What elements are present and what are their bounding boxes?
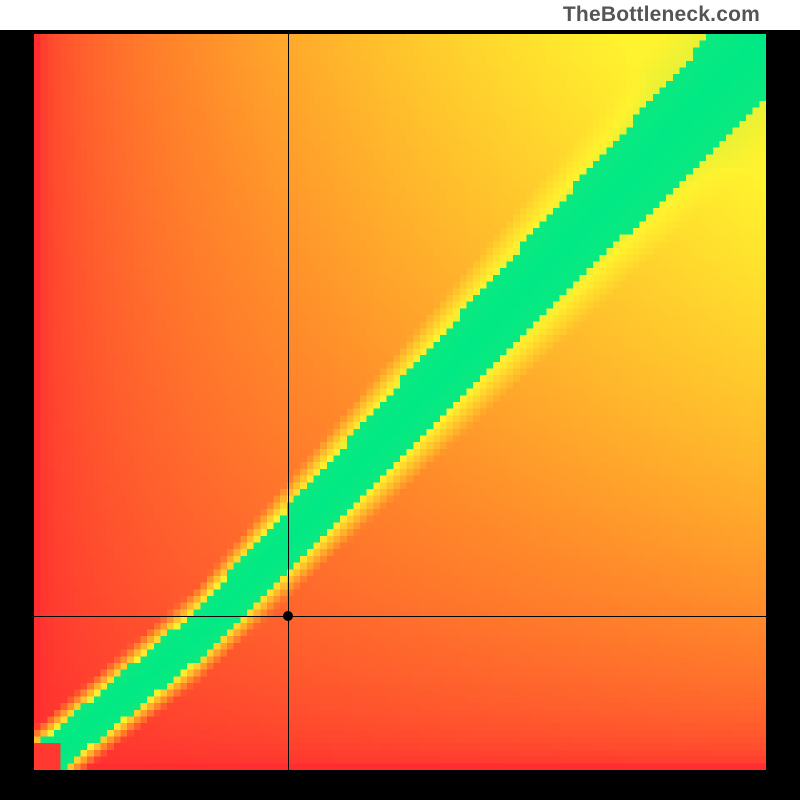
watermark-text: TheBottleneck.com [563,3,760,27]
page-container: TheBottleneck.com [0,0,800,800]
heatmap-canvas [34,34,766,770]
header-bar: TheBottleneck.com [0,0,800,30]
heatmap-plot [32,32,768,772]
